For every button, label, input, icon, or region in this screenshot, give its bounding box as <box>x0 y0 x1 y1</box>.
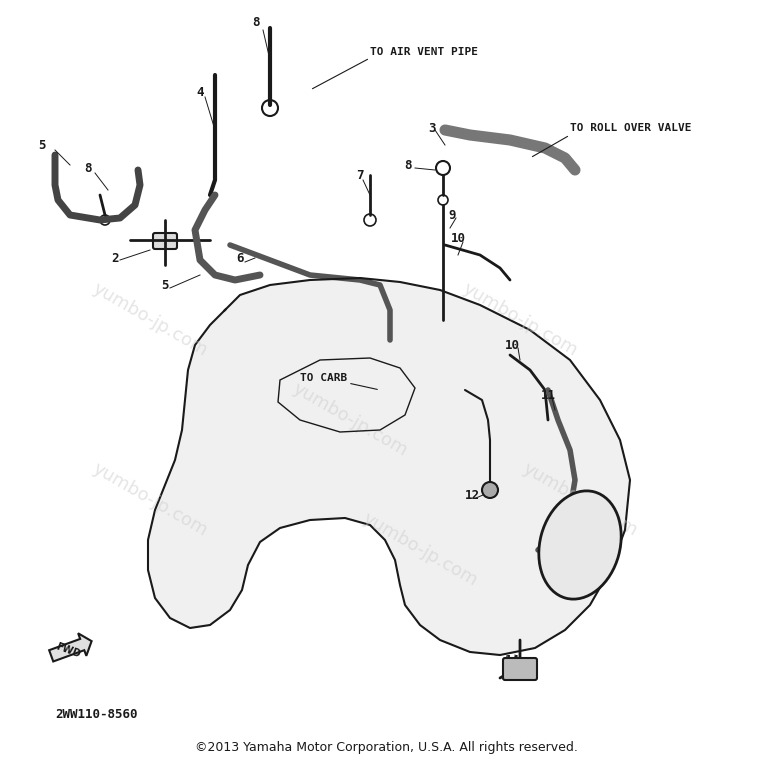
Text: 8: 8 <box>84 162 92 174</box>
Text: 10: 10 <box>451 232 465 245</box>
Circle shape <box>482 482 498 498</box>
Text: 3: 3 <box>428 121 436 135</box>
Text: yumbo-jp.com: yumbo-jp.com <box>459 280 581 360</box>
Text: 7: 7 <box>356 168 364 181</box>
Text: 5: 5 <box>38 139 46 152</box>
Text: 5: 5 <box>162 278 169 292</box>
Text: 13: 13 <box>591 511 605 524</box>
Ellipse shape <box>539 491 621 599</box>
Text: 8: 8 <box>404 158 412 171</box>
FancyBboxPatch shape <box>503 658 537 680</box>
Text: 6: 6 <box>237 251 243 264</box>
Text: yumbo-jp.com: yumbo-jp.com <box>90 459 210 540</box>
Text: 2WW110-8560: 2WW110-8560 <box>55 709 138 722</box>
Text: yumbo-jp.com: yumbo-jp.com <box>289 379 410 460</box>
Text: 4: 4 <box>196 85 204 98</box>
Text: 2: 2 <box>111 251 119 264</box>
Text: TO ROLL OVER VALVE: TO ROLL OVER VALVE <box>570 123 692 133</box>
Text: TO CARB: TO CARB <box>300 373 347 383</box>
Polygon shape <box>49 633 92 661</box>
Text: FWD: FWD <box>54 642 82 660</box>
Text: yumbo-jp.com: yumbo-jp.com <box>519 459 641 540</box>
Text: 8: 8 <box>252 15 260 28</box>
Text: 11: 11 <box>540 389 556 402</box>
Text: yumbo-jp.com: yumbo-jp.com <box>359 510 481 591</box>
Text: TO AIR VENT PIPE: TO AIR VENT PIPE <box>370 47 478 57</box>
Text: ©2013 Yamaha Motor Corporation, U.S.A. All rights reserved.: ©2013 Yamaha Motor Corporation, U.S.A. A… <box>195 741 577 754</box>
FancyBboxPatch shape <box>153 233 177 249</box>
Text: 14: 14 <box>505 654 519 667</box>
Text: 9: 9 <box>448 209 456 222</box>
Text: yumbo-jp.com: yumbo-jp.com <box>90 280 210 360</box>
Polygon shape <box>148 278 630 655</box>
Text: 12: 12 <box>465 488 479 501</box>
Text: 10: 10 <box>505 338 519 351</box>
